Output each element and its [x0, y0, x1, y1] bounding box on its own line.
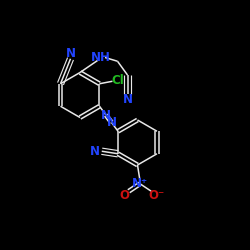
Text: O: O [119, 189, 129, 202]
Text: N: N [90, 145, 100, 158]
Text: N: N [66, 47, 76, 60]
Text: Cl: Cl [112, 74, 124, 86]
Text: N: N [101, 108, 111, 122]
Text: N: N [122, 93, 132, 106]
Text: N: N [106, 116, 117, 129]
Text: N⁺: N⁺ [132, 177, 148, 190]
Text: NH: NH [91, 51, 111, 64]
Text: O⁻: O⁻ [148, 189, 164, 202]
